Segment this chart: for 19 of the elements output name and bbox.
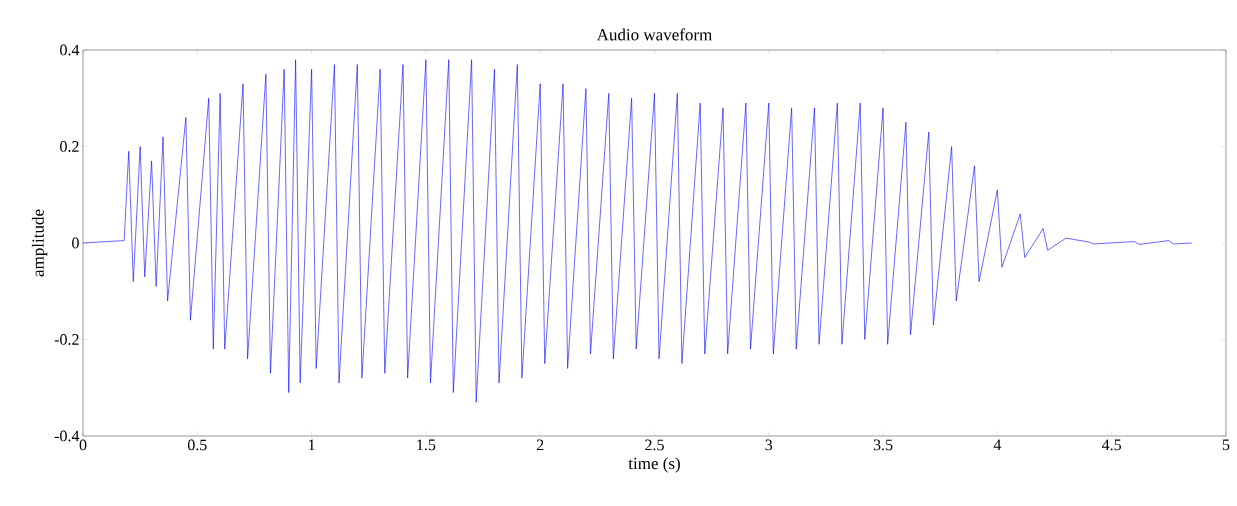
chart-title: Audio waveform [596,28,713,41]
x-tick-label: 4 [993,439,1002,451]
x-tick-label: 4.5 [1101,439,1122,451]
y-tick-label: -0.2 [54,334,79,345]
x-tick-label: 5 [1222,439,1230,451]
x-tick-label: 2 [536,439,544,451]
x-tick-label: 0.5 [187,439,207,451]
x-tick-label: 1 [309,439,315,451]
line-series [83,59,1192,403]
x-axis-title: time (s) [628,457,680,473]
x-tick-label: 2.5 [645,439,664,451]
y-tick-label: 0 [72,237,79,249]
x-tick-label: 1.5 [417,439,436,451]
y-tick-label: 0.2 [60,141,79,152]
x-tick-label: 3 [765,439,773,451]
x-tick-label: 3.5 [873,439,893,451]
y-axis-title: amplitude [31,209,48,277]
y-tick-label: 0.4 [60,44,80,56]
y-tick-label: -0.4 [54,430,80,442]
